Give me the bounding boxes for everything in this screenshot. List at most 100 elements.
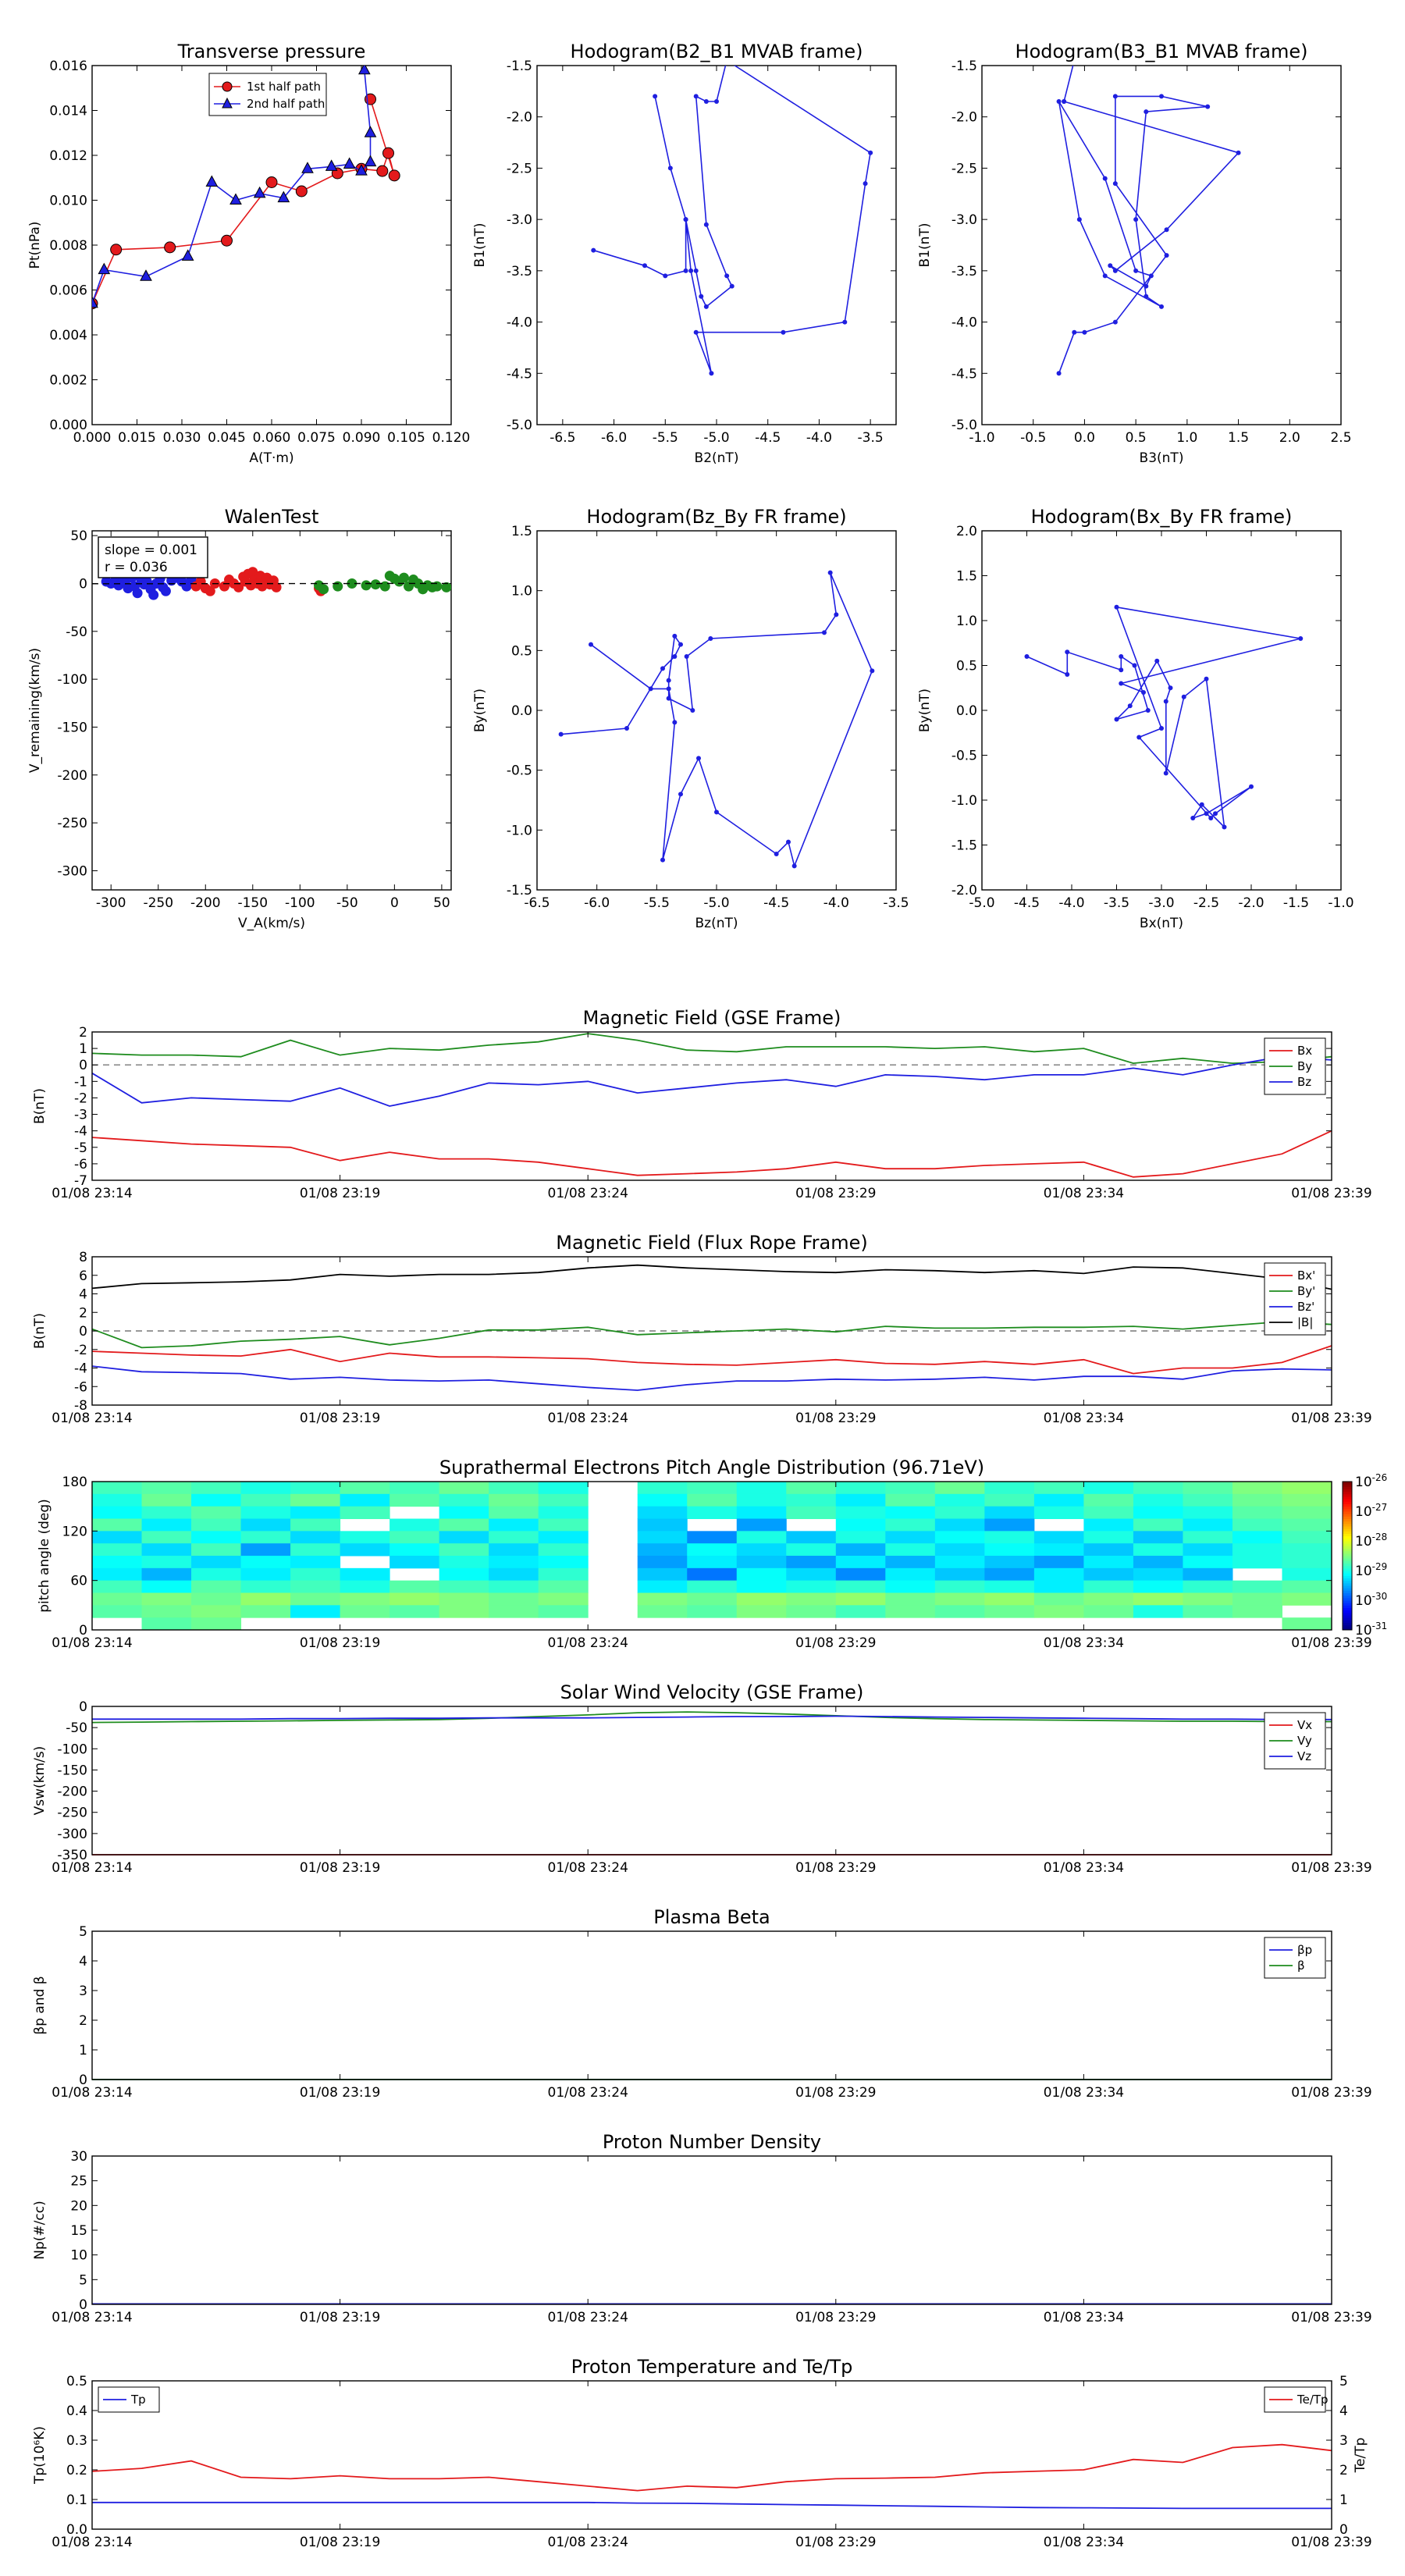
legend-label: Bx': [1297, 1268, 1315, 1283]
heatmap-cell: [736, 1580, 787, 1593]
data-point: [672, 654, 678, 659]
heatmap-cell: [637, 1493, 688, 1507]
data-point: [693, 268, 699, 273]
x-tick-label: 01/08 23:19: [300, 2535, 380, 2550]
y-tick-label: -3.0: [507, 212, 532, 228]
x-tick-label: 01/08 23:39: [1291, 2085, 1371, 2101]
heatmap-cell: [92, 1580, 143, 1593]
colorbar-segment: [1343, 1624, 1352, 1628]
y-tick-label: 25: [70, 2174, 87, 2190]
x-tick-label: -5.0: [703, 895, 729, 911]
colorbar-segment: [1343, 1588, 1352, 1591]
series-line: [1058, 66, 1240, 374]
heatmap-cell: [290, 1580, 341, 1593]
y-tick-label: 0.3: [66, 2433, 87, 2449]
x-tick-label: 01/08 23:19: [300, 2085, 380, 2101]
axes-frame: [91, 530, 452, 891]
heatmap-cell: [1033, 1556, 1084, 1569]
chart-title: WalenTest: [225, 506, 319, 528]
data-point: [1112, 268, 1118, 273]
heatmap-cell: [439, 1567, 489, 1582]
heatmap-cell: [1282, 1482, 1332, 1495]
data-point: [301, 162, 314, 173]
x-tick-label: 01/08 23:29: [795, 2310, 876, 2325]
heatmap-cell: [389, 1482, 440, 1495]
y-tick-label: 0.004: [49, 328, 87, 343]
x-tick-label: 01/08 23:29: [795, 1186, 876, 1201]
y-right-tick-label: 3: [1339, 2433, 1348, 2449]
heatmap-cell: [637, 1506, 688, 1519]
y-tick-label: 1.5: [956, 569, 977, 585]
data-point: [1127, 703, 1133, 709]
y-tick-label: -1.5: [507, 59, 532, 74]
data-point: [205, 175, 219, 187]
heatmap-cell: [637, 1592, 688, 1606]
heatmap-cell: [240, 1493, 291, 1507]
heatmap-cell: [489, 1531, 539, 1544]
data-point: [781, 329, 786, 335]
heatmap-cell: [340, 1506, 390, 1519]
heatmap-cells: [92, 1482, 1332, 1631]
data-point: [624, 726, 629, 731]
x-tick-label: 0.0: [1074, 430, 1095, 446]
colorbar-segment: [1343, 1535, 1352, 1539]
heatmap-cell: [1232, 1482, 1282, 1495]
colorbar-segment: [1343, 1518, 1352, 1522]
heatmap-cell: [290, 1518, 341, 1532]
x-tick-label: 0.045: [208, 430, 246, 446]
heatmap-cell: [1033, 1567, 1084, 1582]
x-axis-label: A(T·m): [249, 450, 293, 466]
y-tick-label: 0: [79, 1699, 87, 1715]
x-tick-label: 01/08 23:29: [795, 1411, 876, 1426]
heatmap-cell: [786, 1482, 837, 1495]
heatmap-cell: [1183, 1518, 1233, 1532]
heatmap-cell: [835, 1567, 886, 1582]
colorbar-segment: [1343, 1533, 1352, 1537]
y-tick-label: 3: [79, 1984, 87, 1999]
heatmap-cell: [141, 1580, 192, 1593]
colorbar-segment: [1343, 1571, 1352, 1574]
data-point: [1164, 253, 1169, 258]
heatmap-cell: [786, 1493, 837, 1507]
data-point: [140, 269, 152, 281]
chart-title: Transverse pressure: [177, 41, 366, 62]
heatmap-cell: [1133, 1556, 1183, 1569]
legend-label: βp: [1297, 1943, 1312, 1957]
data-point: [653, 94, 658, 99]
heatmap-cell: [1133, 1543, 1183, 1557]
colorbar-segment: [1343, 1563, 1352, 1567]
y-tick-label: 1.0: [956, 614, 977, 629]
heatmap-cell: [885, 1482, 936, 1495]
legend-label: Te/Tp: [1297, 2393, 1329, 2407]
colorbar-tick-label: 10-29: [1355, 1561, 1387, 1579]
heatmap-cell: [1183, 1567, 1233, 1582]
data-point: [1298, 636, 1304, 641]
heatmap-cell: [538, 1605, 589, 1618]
y-tick-label: -1.0: [951, 793, 977, 809]
colorbar-segment: [1343, 1582, 1352, 1586]
colorbar-segment: [1343, 1558, 1352, 1561]
data-point: [666, 678, 671, 683]
x-tick-label: 01/08 23:34: [1044, 1860, 1124, 1876]
data-point: [1102, 176, 1108, 181]
legend-label: Bz: [1297, 1075, 1311, 1089]
y-tick-label: 0.2: [66, 2463, 87, 2478]
x-tick-label: 0: [390, 895, 399, 911]
data-point: [683, 268, 688, 273]
heatmap-cell: [92, 1531, 143, 1544]
y-axis-label: By(nT): [917, 688, 933, 732]
x-tick-label: -100: [285, 895, 315, 911]
data-point: [1119, 681, 1124, 686]
heatmap-cell: [1282, 1617, 1332, 1631]
y-tick-label: -150: [57, 1763, 87, 1778]
colorbar-tick-label: 10-31: [1355, 1621, 1387, 1638]
y-axis-label: Tp(10⁶K): [32, 2426, 48, 2485]
heatmap-cell: [538, 1567, 589, 1582]
x-tick-label: 2.5: [1330, 430, 1351, 446]
x-tick-label: 01/08 23:19: [300, 1186, 380, 1201]
axes-frame: [91, 1706, 1332, 1856]
data-point: [370, 579, 381, 590]
x-tick-label: -5.5: [644, 895, 670, 911]
colorbar-segment: [1343, 1556, 1352, 1559]
data-point: [1141, 690, 1146, 695]
